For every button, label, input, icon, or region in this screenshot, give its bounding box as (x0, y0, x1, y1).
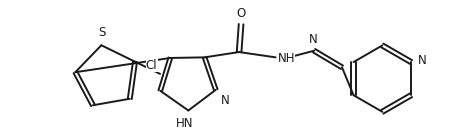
Text: HN: HN (175, 117, 193, 130)
Text: N: N (308, 33, 317, 46)
Text: S: S (98, 26, 106, 39)
Text: N: N (417, 54, 425, 67)
Text: Cl: Cl (146, 59, 157, 72)
Text: O: O (236, 7, 245, 20)
Text: N: N (220, 94, 229, 107)
Text: NH: NH (277, 52, 294, 65)
